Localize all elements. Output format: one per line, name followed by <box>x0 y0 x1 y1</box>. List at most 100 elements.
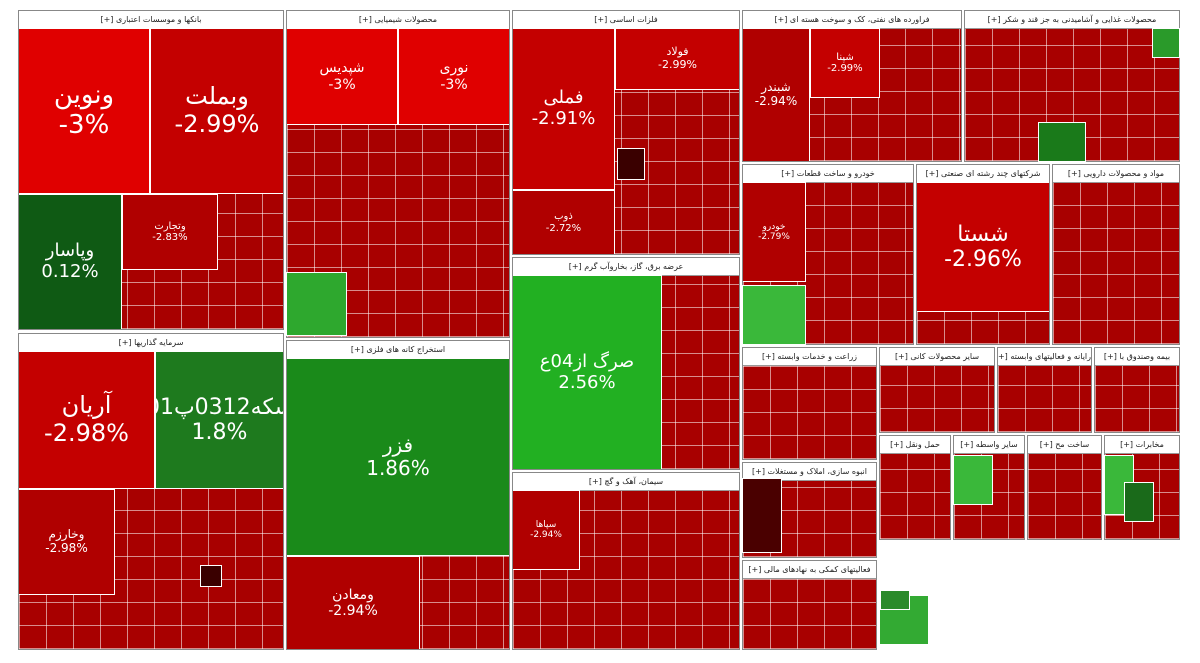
tile-block <box>742 285 806 345</box>
sector: حمل ونقل [+] <box>879 435 951 540</box>
stock-tile[interactable]: وخارزم -2.98% <box>19 489 115 595</box>
stock-name: وتجارت <box>154 220 186 232</box>
stock-name: خودرو <box>762 221 786 232</box>
sector-title[interactable]: عرضه برق، گاز، بخاروآب گرم [+] <box>513 258 739 276</box>
stock-tile[interactable]: نوری -3% <box>398 28 509 125</box>
stock-name: نوری <box>439 60 469 77</box>
sector: محصولات غذایی و آشامیدنی به جز قند و شکر… <box>964 10 1180 162</box>
stock-change: -2.99% <box>658 58 697 71</box>
stock-name: وخارزم <box>48 527 85 542</box>
stock-change: -2.98% <box>45 541 88 555</box>
sector-title[interactable]: بانکها و موسسات اعتباری [+] <box>19 11 283 29</box>
sector: بیمه وصندوق با [+] <box>1094 347 1180 433</box>
stock-tile[interactable]: سکه0312پ011.8% <box>155 351 283 489</box>
stock-tile[interactable]: خودرو -2.79% <box>743 182 806 282</box>
sector-title[interactable]: حمل ونقل [+] <box>880 436 950 454</box>
stock-name: وبملت <box>185 82 249 111</box>
sector: زراعت و خدمات وابسته [+] <box>742 347 877 460</box>
sector-title[interactable]: فلزات اساسی [+] <box>513 11 739 29</box>
stock-change: -2.79% <box>758 232 790 242</box>
sector: عرضه برق، گاز، بخاروآب گرم [+] صرگ از04ع 2… <box>512 257 740 470</box>
sector-title[interactable]: مواد و محصولات دارویی [+] <box>1053 165 1179 183</box>
stock-name: شبندر <box>761 80 791 95</box>
stock-name: صرگ از04ع <box>539 350 635 372</box>
tile-block <box>617 148 645 180</box>
stock-change: 1.86% <box>366 456 430 480</box>
stock-change: -2.83% <box>152 232 188 243</box>
stock-change: -3% <box>58 110 110 140</box>
sector-title[interactable]: سرمایه گذاریها [+] <box>19 334 283 352</box>
sector-title[interactable]: مخابرات [+] <box>1105 436 1179 454</box>
stock-name: ومعادن <box>332 586 374 603</box>
stock-tile[interactable]: ومعادن -2.94% <box>287 556 420 649</box>
tile-block <box>200 565 222 587</box>
sector: فراورده های نفتی، کک و سوخت هسته ای [+] ش… <box>742 10 962 162</box>
sector-title[interactable]: ساخت مح [+] <box>1028 436 1101 454</box>
sector: استخراج کانه های فلزی [+] فزر 1.86% ومعادن -… <box>286 340 510 650</box>
sector-title[interactable]: فعالیتهای کمکی به نهادهای مالی [+] <box>743 561 876 579</box>
sector-title[interactable]: انبوه سازی، املاک و مستغلات [+] <box>743 463 876 481</box>
sector: سایر محصولات کانی [+] <box>879 347 995 433</box>
stock-change: -2.94% <box>754 94 798 108</box>
stock-tile[interactable]: فزر 1.86% <box>287 358 509 556</box>
stock-name: شپنا <box>836 51 854 63</box>
stock-tile[interactable]: فملی -2.91% <box>513 28 615 190</box>
stock-tile[interactable]: شبندر -2.94% <box>743 28 810 161</box>
stock-name: شپدیس <box>319 60 365 77</box>
sector-title[interactable]: خودرو و ساخت قطعات [+] <box>743 165 913 183</box>
sector: فعالیتهای کمکی به نهادهای مالی [+] <box>742 560 877 650</box>
stock-name: فزر <box>382 433 414 457</box>
stock-change: -2.99% <box>827 63 863 74</box>
stock-tile[interactable]: ذوب -2.72% <box>513 190 615 254</box>
stock-tile[interactable]: شپنا -2.99% <box>810 28 880 98</box>
sector: فلزات اساسی [+] فملی -2.91% فولاد -2.99% ذوب -… <box>512 10 740 255</box>
sector-title[interactable]: فراورده های نفتی، کک و سوخت هسته ای [+] <box>743 11 961 29</box>
sector: محصولات شیمیایی [+] شپدیس -3% نوری -3% <box>286 10 510 338</box>
stock-change: 1.8% <box>191 420 248 445</box>
stock-tile[interactable]: شستا -2.96% <box>917 182 1049 312</box>
stock-change: -2.96% <box>944 247 1022 272</box>
stock-change: -2.91% <box>531 108 596 129</box>
stock-tile[interactable]: وبملت -2.99% <box>150 28 283 194</box>
sector-title[interactable]: بیمه وصندوق با [+] <box>1095 348 1179 366</box>
stock-tile[interactable]: سپاها -2.94% <box>513 490 580 570</box>
sector: ساخت مح [+] <box>1027 435 1102 540</box>
sector-title[interactable]: رایانه و فعالیتهای وابسته [+] <box>998 348 1091 366</box>
sector-title[interactable]: سیمان، آهک و گچ [+] <box>513 473 739 491</box>
tile-block <box>1038 122 1086 162</box>
sector: سیمان، آهک و گچ [+] سپاها -2.94% <box>512 472 740 650</box>
sector: مواد و محصولات دارویی [+] <box>1052 164 1180 345</box>
stock-change: -2.99% <box>174 110 260 138</box>
sector: سرمایه گذاریها [+]آریان-2.98%سکه0312پ011… <box>18 333 284 650</box>
sector-title[interactable]: محصولات غذایی و آشامیدنی به جز قند و شکر… <box>965 11 1179 29</box>
sector: شرکتهای چند رشته ای صنعتی [+] شستا -2.96% <box>916 164 1050 345</box>
stock-tile[interactable]: ونوین -3% <box>19 28 150 194</box>
sector-title[interactable]: زراعت و خدمات وابسته [+] <box>743 348 876 366</box>
sector-title[interactable]: سایر محصولات کانی [+] <box>880 348 994 366</box>
stock-tile[interactable]: صرگ از04ع 2.56% <box>513 275 662 469</box>
stock-change: 0.12% <box>41 261 99 282</box>
stock-tile[interactable]: فولاد -2.99% <box>615 28 739 90</box>
sector-title[interactable]: استخراج کانه های فلزی [+] <box>287 341 509 359</box>
sector-title[interactable]: شرکتهای چند رشته ای صنعتی [+] <box>917 165 1049 183</box>
stock-change: -3% <box>328 76 356 93</box>
stock-tile[interactable]: شپدیس -3% <box>287 28 398 125</box>
tile-block <box>1124 482 1154 522</box>
stock-tile[interactable]: آریان -2.98% <box>19 351 155 489</box>
tile-block <box>1152 28 1180 58</box>
tile-block <box>742 478 782 553</box>
stock-change: -2.94% <box>328 603 378 619</box>
sector: رایانه و فعالیتهای وابسته [+] <box>997 347 1092 433</box>
sector-title[interactable]: سایر واسطه [+] <box>954 436 1024 454</box>
stock-name: وپاسار <box>45 240 95 262</box>
stock-tile[interactable]: وپاسار 0.12% <box>19 194 122 329</box>
stock-name: فولاد <box>666 45 689 59</box>
stock-tile[interactable]: وتجارت -2.83% <box>122 194 218 270</box>
sector-title[interactable]: محصولات شیمیایی [+] <box>287 11 509 29</box>
sector: بانکها و موسسات اعتباری [+] ونوین -3% وبملت… <box>18 10 284 330</box>
tile-block <box>880 590 910 610</box>
stock-name: سپاها <box>535 519 557 530</box>
stock-change: -2.72% <box>545 222 582 234</box>
stock-change: 2.56% <box>558 371 616 393</box>
